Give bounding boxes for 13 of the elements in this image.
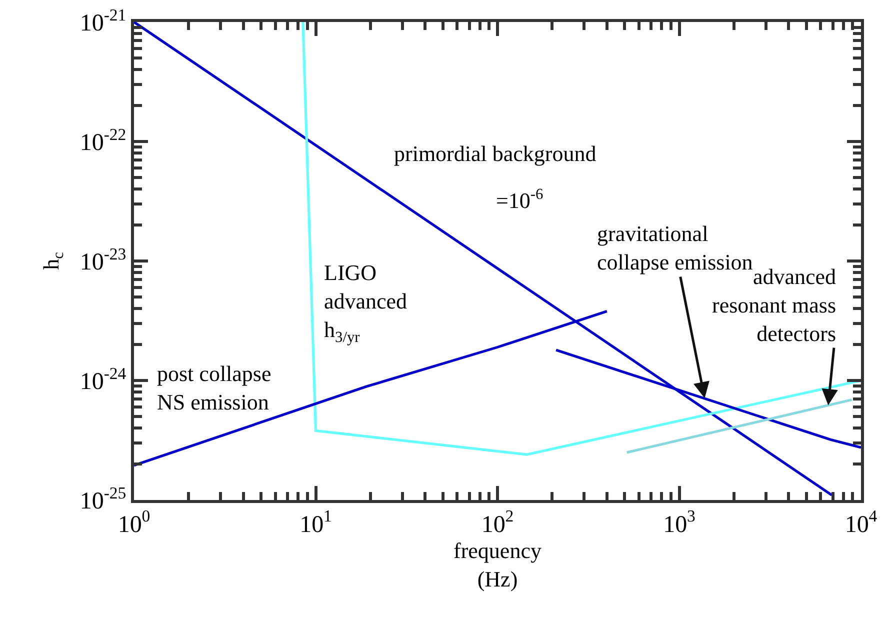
- annotation: post collapse NS emission: [157, 361, 272, 415]
- y-tick-label: 10$^{-21}$: [80, 5, 126, 36]
- annotation: LIGO advanced h$_{3/yr}$: [324, 260, 408, 346]
- x-tick-label: 10$^{2}$: [481, 506, 514, 538]
- x-tick-label: 10$^{4}$: [844, 506, 878, 538]
- annotation: primordial background: [394, 141, 596, 166]
- annotation: =10$^{-6}$: [496, 186, 544, 214]
- y-tick-label: 10$^{-24}$: [80, 364, 127, 395]
- y-tick-label: 10$^{-22}$: [80, 124, 126, 156]
- y-tick-label: 10$^{-23}$: [80, 244, 126, 276]
- x-tick-label: 10$^{3}$: [663, 506, 696, 538]
- x-axis-title: frequency (Hz): [454, 538, 542, 592]
- x-tick-label: 10$^{1}$: [300, 506, 332, 538]
